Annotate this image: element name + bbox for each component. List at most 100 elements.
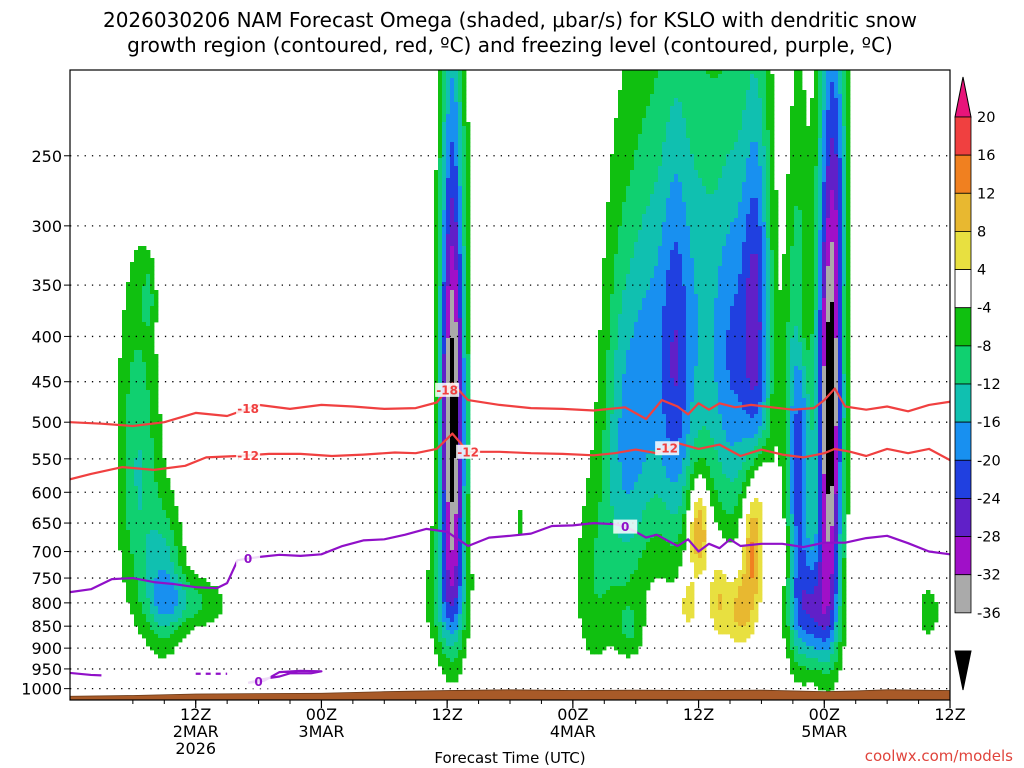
- omega-cell: [450, 302, 455, 307]
- omega-cell: [750, 318, 755, 323]
- omega-cell: [838, 338, 843, 343]
- omega-cell: [834, 278, 839, 283]
- omega-cell: [630, 182, 635, 187]
- omega-cell: [622, 166, 627, 171]
- omega-cell: [758, 334, 763, 339]
- omega-cell: [682, 338, 687, 343]
- omega-cell: [654, 346, 659, 351]
- omega-cell: [758, 222, 763, 227]
- omega-cell: [794, 258, 799, 263]
- omega-cell: [790, 166, 795, 171]
- omega-cell: [846, 166, 851, 171]
- omega-cell: [846, 194, 851, 199]
- omega-cell: [822, 286, 827, 291]
- omega-cell: [794, 234, 799, 239]
- omega-cell: [462, 150, 467, 155]
- omega-cell: [746, 110, 751, 115]
- omega-cell: [726, 214, 731, 219]
- omega-cell: [434, 226, 439, 231]
- omega-cell: [786, 218, 791, 223]
- omega-cell: [442, 262, 447, 267]
- omega-cell: [754, 114, 759, 119]
- omega-cell: [654, 258, 659, 263]
- omega-cell: [682, 190, 687, 195]
- omega-cell: [714, 170, 719, 175]
- omega-cell: [682, 282, 687, 287]
- omega-cell: [658, 214, 663, 219]
- omega-cell: [130, 310, 135, 315]
- omega-cell: [150, 334, 155, 339]
- omega-cell: [798, 266, 803, 271]
- omega-cell: [622, 114, 627, 119]
- omega-cell: [134, 298, 139, 303]
- omega-cell: [138, 266, 143, 271]
- omega-cell: [726, 126, 731, 131]
- omega-cell: [454, 230, 459, 235]
- omega-cell: [838, 350, 843, 355]
- omega-cell: [714, 278, 719, 283]
- omega-cell: [454, 90, 459, 95]
- omega-cell: [710, 346, 715, 351]
- omega-cell: [718, 318, 723, 323]
- omega-cell: [802, 110, 807, 115]
- omega-cell: [146, 314, 151, 319]
- omega-cell: [634, 278, 639, 283]
- omega-cell: [150, 346, 155, 351]
- omega-cell: [446, 282, 451, 287]
- omega-cell: [698, 326, 703, 331]
- omega-cell: [750, 138, 755, 143]
- omega-cell: [622, 106, 627, 111]
- omega-cell: [830, 342, 835, 347]
- omega-cell: [766, 282, 771, 287]
- omega-cell: [702, 170, 707, 175]
- omega-cell: [730, 250, 735, 255]
- omega-cell: [770, 74, 775, 79]
- omega-cell: [722, 302, 727, 307]
- omega-cell: [450, 274, 455, 279]
- omega-cell: [794, 70, 799, 75]
- omega-cell: [666, 238, 671, 243]
- omega-cell: [450, 94, 455, 99]
- omega-cell: [818, 150, 823, 155]
- omega-cell: [650, 286, 655, 291]
- omega-cell: [838, 242, 843, 247]
- omega-cell: [606, 210, 611, 215]
- omega-cell: [730, 286, 735, 291]
- omega-cell: [446, 338, 451, 343]
- omega-cell: [622, 214, 627, 219]
- omega-cell: [750, 130, 755, 135]
- omega-cell: [618, 150, 623, 155]
- omega-cell: [790, 126, 795, 131]
- omega-cell: [694, 138, 699, 143]
- omega-cell: [750, 326, 755, 331]
- omega-cell: [822, 266, 827, 271]
- omega-cell: [810, 266, 815, 271]
- omega-cell: [842, 190, 847, 195]
- omega-cell: [670, 270, 675, 275]
- omega-cell: [618, 298, 623, 303]
- omega-cell: [458, 174, 463, 179]
- omega-cell: [846, 110, 851, 115]
- omega-cell: [438, 138, 443, 143]
- omega-cell: [634, 310, 639, 315]
- omega-cell: [626, 210, 631, 215]
- omega-cell: [446, 78, 451, 83]
- omega-cell: [746, 334, 751, 339]
- omega-cell: [822, 270, 827, 275]
- omega-cell: [670, 326, 675, 331]
- omega-cell: [698, 210, 703, 215]
- omega-cell: [762, 274, 767, 279]
- omega-cell: [794, 118, 799, 123]
- omega-cell: [718, 250, 723, 255]
- omega-cell: [126, 294, 131, 299]
- omega-cell: [758, 286, 763, 291]
- omega-cell: [694, 238, 699, 243]
- omega-cell: [726, 114, 731, 119]
- omega-cell: [734, 134, 739, 139]
- omega-cell: [766, 230, 771, 235]
- omega-cell: [134, 262, 139, 267]
- omega-cell: [658, 198, 663, 203]
- omega-cell: [438, 82, 443, 87]
- omega-cell: [698, 122, 703, 127]
- omega-cell: [826, 114, 831, 119]
